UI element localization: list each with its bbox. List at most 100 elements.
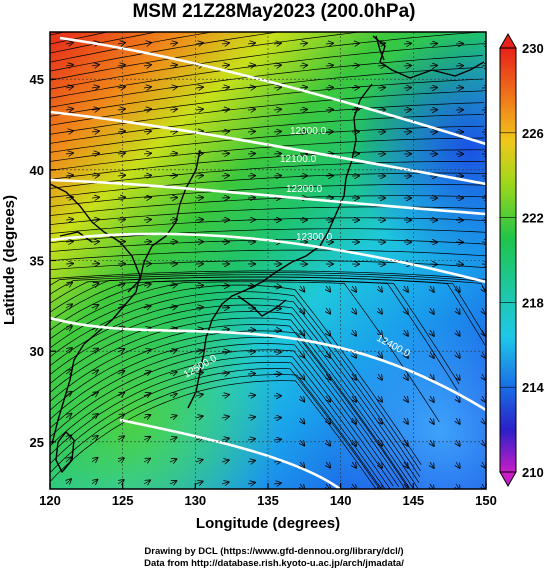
wind-arrow [169, 175, 177, 176]
wind-arrow [195, 307, 203, 308]
streamline [50, 32, 281, 72]
y-tick-label-30: 30 [30, 344, 44, 359]
wind-arrow [247, 483, 255, 485]
credits: Drawing by DCL (https://www.gfd-dennou.o… [0, 546, 548, 570]
wind-arrow [195, 285, 203, 286]
wind-arrow [91, 283, 98, 286]
wind-arrow [65, 326, 72, 330]
wind-arrow [221, 482, 229, 484]
wind-arrow [91, 197, 99, 198]
wind-arrow [352, 351, 356, 358]
wind-arrow [300, 440, 304, 446]
streamline [50, 149, 485, 180]
wind-arrow [404, 285, 408, 292]
wind-arrow [221, 131, 229, 132]
wind-arrow [404, 395, 408, 402]
y-axis-title: Latitude (degrees) [1, 195, 18, 325]
streamline [50, 102, 484, 144]
wind-arrow [117, 415, 124, 419]
credit-drawing: Drawing by DCL (https://www.gfd-dennou.o… [144, 546, 404, 557]
wind-arrow [456, 373, 460, 380]
coastline-china [50, 183, 141, 445]
wind-arrow [378, 417, 382, 424]
wind-arrow [404, 439, 408, 446]
wind-arrow [117, 219, 125, 220]
wind-arrow [66, 479, 71, 484]
wind-arrow [456, 351, 460, 358]
wind-arrow [169, 437, 177, 440]
wind-arrow [378, 461, 382, 468]
wind-arrow [430, 307, 434, 314]
wind-arrow [117, 458, 124, 462]
colorbar-label-230: 230 [522, 41, 544, 56]
streamline [50, 137, 485, 171]
wind-arrow [169, 109, 177, 110]
streamline [50, 336, 405, 488]
wind-arrow [247, 109, 255, 110]
wind-arrow [65, 392, 72, 396]
colorbar-scale [499, 47, 517, 473]
streamline [50, 228, 486, 244]
wind-arrow [195, 109, 203, 110]
wind-arrow [300, 308, 304, 314]
wind-arrow [92, 458, 98, 462]
contour-label-12200: 12200.0 [286, 184, 323, 195]
wind-arrow [299, 87, 307, 88]
wind-arrow [378, 439, 382, 446]
streamline [50, 78, 484, 126]
wind-arrow [91, 242, 99, 243]
wind-arrow [430, 417, 434, 424]
streamline [50, 217, 486, 234]
wind-arrow [169, 416, 177, 419]
wind-arrow [143, 415, 150, 418]
wind-arrow [91, 175, 99, 176]
wind-arrow [169, 350, 177, 352]
wind-arrow [221, 87, 229, 88]
wind-arrow [247, 461, 255, 462]
x-tick-label-140: 140 [330, 493, 352, 508]
wind-streamlines [50, 32, 486, 489]
wind-arrow [456, 461, 460, 468]
wind-arrow [169, 481, 176, 484]
x-tick-label-135: 135 [257, 493, 279, 508]
wind-arrow [326, 285, 330, 292]
wind-arrow [195, 481, 203, 484]
wind-arrow [273, 87, 281, 88]
map-title: MSM 21Z28May2023 (200.0hPa) [132, 1, 416, 22]
wind-arrow [195, 43, 203, 44]
wind-arrow [326, 351, 330, 358]
streamline [50, 270, 486, 280]
streamline [50, 32, 159, 54]
wind-arrow [247, 439, 255, 440]
wind-arrow [117, 153, 125, 154]
wind-arrow [91, 219, 99, 220]
wind-arrow [91, 305, 98, 308]
wind-arrow [65, 370, 72, 374]
wind-arrow [195, 416, 203, 418]
wind-arrow [326, 417, 330, 424]
wind-arrow [221, 153, 229, 154]
wind-arrow [351, 110, 359, 111]
wind-arrow [300, 374, 304, 380]
streamline [50, 184, 486, 207]
wind-arrow [117, 87, 125, 88]
colorbar-label-218: 218 [522, 295, 544, 310]
wind-arrow [326, 307, 330, 314]
wind-arrow [300, 462, 304, 468]
wind-arrow [117, 131, 125, 132]
wind-arrow [430, 439, 434, 446]
streamline [50, 330, 410, 489]
wind-arrow [247, 65, 255, 66]
streamline [50, 279, 460, 385]
streamline [50, 274, 486, 295]
x-tick-label-120: 120 [39, 493, 61, 508]
wind-arrow [482, 285, 486, 292]
streamline [50, 32, 110, 45]
coastline-korea [127, 149, 201, 293]
wind-arrow [273, 286, 281, 287]
streamline [50, 279, 458, 391]
y-tick-label-45: 45 [30, 72, 44, 87]
colorbar-label-226: 226 [522, 126, 544, 141]
contour-label-12000: 12000.0 [290, 126, 327, 137]
